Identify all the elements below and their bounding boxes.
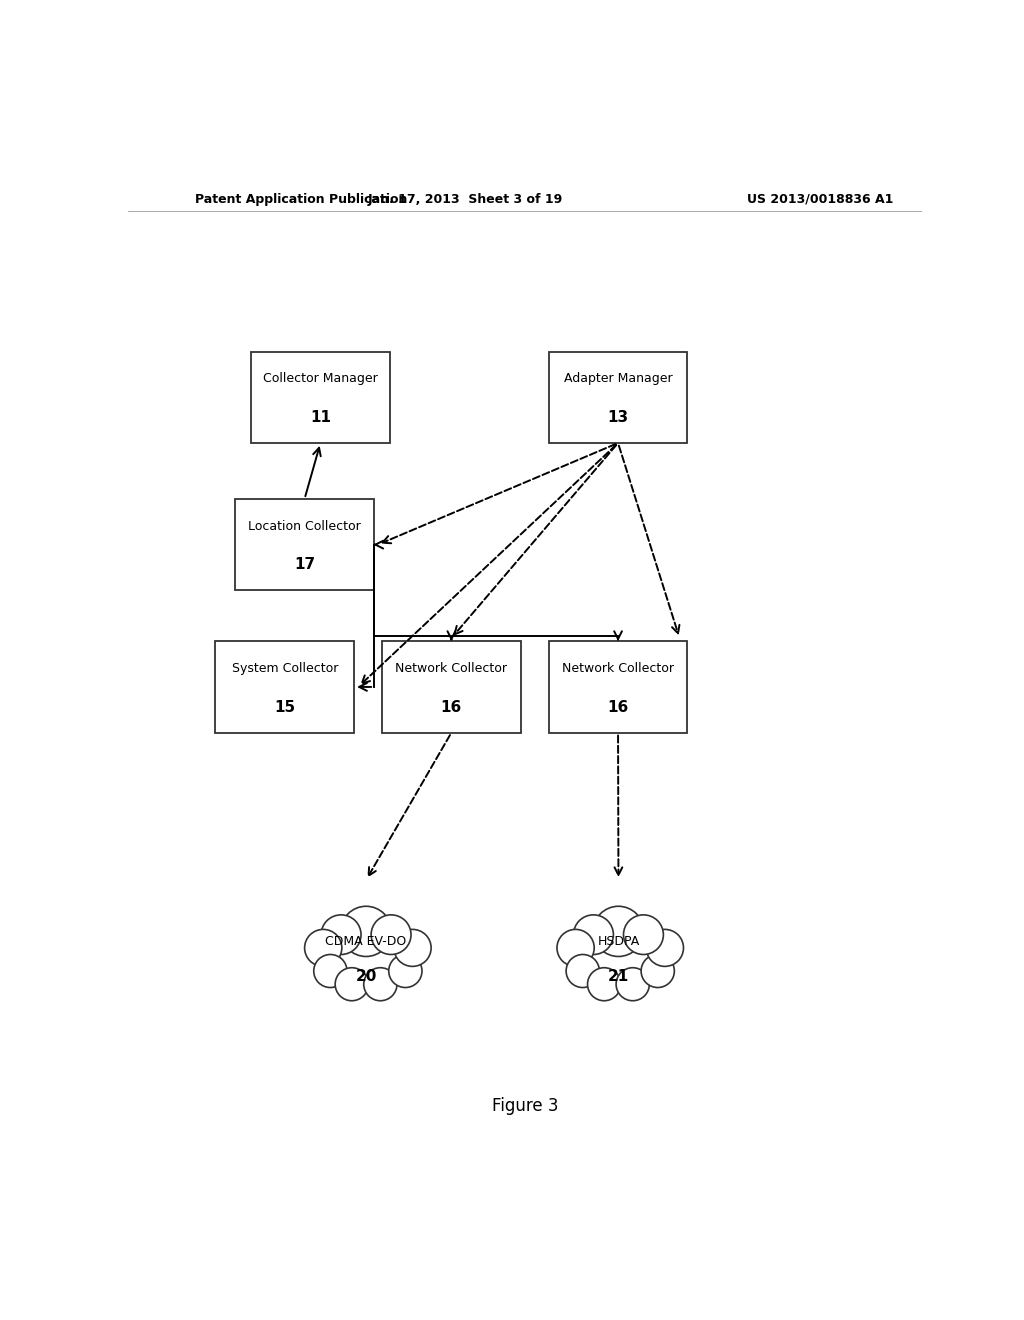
- Text: Patent Application Publication: Patent Application Publication: [196, 193, 408, 206]
- Ellipse shape: [593, 907, 644, 957]
- Text: 11: 11: [310, 411, 331, 425]
- Ellipse shape: [557, 929, 594, 966]
- Text: 17: 17: [294, 557, 315, 573]
- Ellipse shape: [566, 954, 599, 987]
- Ellipse shape: [313, 954, 347, 987]
- Ellipse shape: [322, 915, 361, 954]
- Text: 21: 21: [608, 969, 629, 985]
- Text: 13: 13: [607, 411, 629, 425]
- Text: HSDPA: HSDPA: [597, 935, 640, 948]
- Bar: [251, 351, 390, 444]
- Ellipse shape: [304, 929, 342, 966]
- Ellipse shape: [641, 954, 675, 987]
- Ellipse shape: [573, 915, 613, 954]
- Bar: [382, 642, 521, 733]
- Text: 15: 15: [274, 700, 295, 714]
- Text: Adapter Manager: Adapter Manager: [564, 372, 673, 385]
- Text: CDMA EV-DO: CDMA EV-DO: [326, 935, 407, 948]
- Ellipse shape: [588, 968, 621, 1001]
- Text: Collector Manager: Collector Manager: [263, 372, 378, 385]
- Ellipse shape: [371, 915, 411, 954]
- Bar: [549, 351, 687, 444]
- Text: 20: 20: [355, 969, 377, 985]
- Text: Location Collector: Location Collector: [248, 520, 360, 533]
- Text: US 2013/0018836 A1: US 2013/0018836 A1: [748, 193, 893, 206]
- Bar: [236, 499, 374, 590]
- Bar: [549, 642, 687, 733]
- Text: Network Collector: Network Collector: [395, 663, 508, 675]
- Ellipse shape: [389, 954, 422, 987]
- Text: Figure 3: Figure 3: [492, 1097, 558, 1114]
- Ellipse shape: [335, 968, 369, 1001]
- Text: System Collector: System Collector: [231, 663, 338, 675]
- Ellipse shape: [288, 886, 444, 1018]
- Text: 16: 16: [607, 700, 629, 714]
- Ellipse shape: [341, 907, 391, 957]
- Ellipse shape: [540, 886, 697, 1018]
- Ellipse shape: [364, 968, 397, 1001]
- Ellipse shape: [646, 929, 683, 966]
- Ellipse shape: [616, 968, 649, 1001]
- Text: 16: 16: [440, 700, 462, 714]
- Ellipse shape: [394, 929, 431, 966]
- Text: Jan. 17, 2013  Sheet 3 of 19: Jan. 17, 2013 Sheet 3 of 19: [368, 193, 563, 206]
- Bar: [215, 642, 354, 733]
- Text: Network Collector: Network Collector: [562, 663, 674, 675]
- Ellipse shape: [624, 915, 664, 954]
